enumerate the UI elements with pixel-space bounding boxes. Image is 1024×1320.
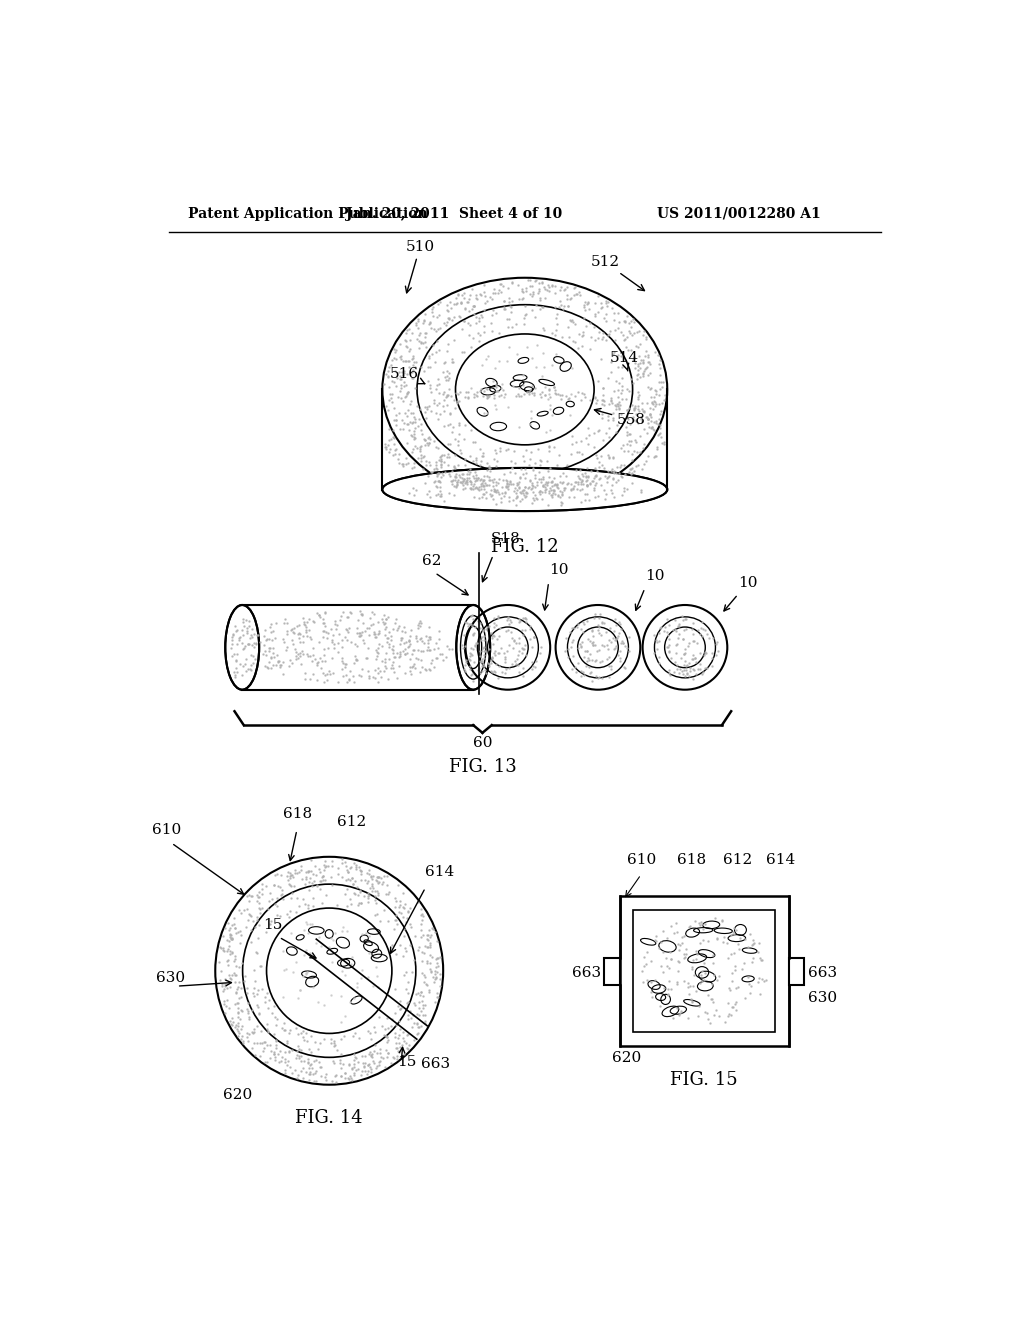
- Text: 510: 510: [406, 240, 434, 293]
- Text: FIG. 12: FIG. 12: [490, 539, 559, 556]
- Text: Jan. 20, 2011  Sheet 4 of 10: Jan. 20, 2011 Sheet 4 of 10: [346, 207, 562, 220]
- Bar: [604, 958, 620, 985]
- Ellipse shape: [384, 469, 666, 510]
- Text: 60: 60: [473, 735, 493, 750]
- Text: 612: 612: [724, 853, 753, 867]
- Bar: [788, 958, 804, 985]
- Text: 630: 630: [156, 972, 185, 985]
- Text: 10: 10: [738, 576, 758, 590]
- Text: 516: 516: [390, 367, 425, 384]
- Text: Patent Application Publication: Patent Application Publication: [188, 207, 428, 220]
- Text: 618: 618: [677, 853, 707, 867]
- Text: 15: 15: [397, 1055, 417, 1069]
- Text: 610: 610: [628, 853, 656, 867]
- Text: 630: 630: [808, 990, 838, 1005]
- Text: 614: 614: [425, 865, 455, 879]
- Text: 610: 610: [153, 822, 181, 837]
- Text: 612: 612: [337, 814, 367, 829]
- Text: 512: 512: [590, 255, 644, 290]
- Text: 514: 514: [609, 351, 639, 371]
- Text: 10: 10: [645, 569, 665, 583]
- Text: 558: 558: [594, 408, 646, 428]
- Text: FIG. 13: FIG. 13: [449, 758, 516, 776]
- Text: 663: 663: [808, 966, 838, 979]
- Text: 620: 620: [611, 1051, 641, 1065]
- Text: 614: 614: [766, 853, 795, 867]
- Text: 620: 620: [223, 1088, 252, 1102]
- Bar: [620, 896, 788, 1047]
- Text: 618: 618: [283, 808, 312, 821]
- Text: FIG. 14: FIG. 14: [295, 1109, 364, 1127]
- Text: S18: S18: [490, 532, 520, 546]
- Ellipse shape: [225, 605, 259, 689]
- Text: 663: 663: [421, 1057, 450, 1072]
- Text: 10: 10: [549, 564, 568, 577]
- Text: FIG. 15: FIG. 15: [671, 1071, 738, 1089]
- Text: 62: 62: [422, 554, 441, 568]
- Bar: [634, 909, 775, 1032]
- Text: US 2011/0012280 A1: US 2011/0012280 A1: [657, 207, 820, 220]
- Text: 15: 15: [263, 919, 283, 932]
- Ellipse shape: [457, 605, 490, 689]
- Text: 663: 663: [571, 966, 601, 979]
